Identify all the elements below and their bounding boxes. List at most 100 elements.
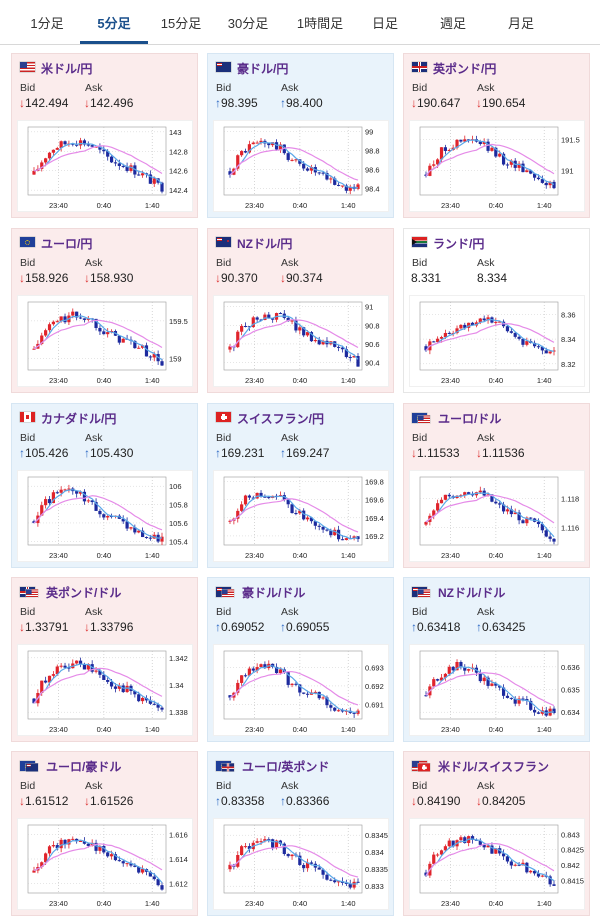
bid-value: ↓190.647 (411, 96, 461, 110)
currency-pair-header[interactable]: 英ポンド/円 (412, 60, 496, 76)
currency-pair-header[interactable]: 豪ドル/円 (216, 60, 288, 76)
rate-card[interactable]: NZドル/ドル Bid Ask ↑0.63418 ↑0.63425 0.636 0.635 0… (403, 577, 590, 742)
bid-label: Bid (412, 606, 428, 618)
pair-name[interactable]: ユーロ/英ポンド (242, 759, 330, 774)
currency-pair-header[interactable]: カナダドル/円 (20, 410, 116, 426)
moving-average-long-line (33, 843, 163, 872)
currency-pair-header[interactable]: ユーロ/英ポンド (216, 758, 329, 774)
rate-card[interactable]: 米ドル/スイスフラン Bid Ask ↓0.84190 ↓0.84205 0.843 0.8… (403, 751, 590, 916)
candle-body (482, 141, 486, 145)
candle-body (505, 695, 510, 698)
candle-body (243, 495, 248, 505)
candlestick-chart[interactable]: 159.5 159 23:40 0:40 1:40 (17, 295, 193, 387)
rate-card[interactable]: スイスフラン/円 Bid Ask ↑169.231 ↑169.247 169.8 169.6… (207, 403, 394, 568)
currency-pair-header[interactable]: 豪ドル/ドル (216, 584, 305, 600)
pair-name[interactable]: 英ポンド/ドル (46, 585, 122, 600)
rate-card[interactable]: NZドル/円 Bid Ask ↓90.370 ↓90.374 91 90.8 90.6 90.4… (207, 228, 394, 393)
moving-average-short-line (425, 492, 555, 538)
rate-card[interactable]: カナダドル/円 Bid Ask ↑105.426 ↑105.430 106 105.8 105… (11, 403, 198, 568)
rate-card[interactable]: ユーロ/英ポンド Bid Ask ↑0.83358 ↑0.83366 0.8345 0.83… (207, 751, 394, 916)
tab-15min[interactable]: 15分足 (160, 16, 202, 31)
rate-card[interactable]: 英ポンド/円 Bid Ask ↓190.647 ↓190.654 191.5 191 23:4… (403, 53, 590, 218)
tab-weekly[interactable]: 週足 (439, 16, 466, 31)
currency-pair-header[interactable]: 英ポンド/ドル (20, 584, 121, 600)
pair-name[interactable]: 米ドル/スイスフラン (438, 759, 549, 774)
currency-pair-header[interactable]: NZドル/円 (216, 235, 292, 251)
pair-name[interactable]: 豪ドル/ドル (242, 585, 306, 600)
candle-body (470, 836, 475, 840)
candlestick-chart[interactable]: 169.8 169.6 169.4 169.2 23:40 0:40 1:40 (213, 470, 389, 562)
candle-body (529, 700, 533, 710)
candle-body (71, 311, 75, 316)
candle-body (144, 537, 149, 539)
pair-name[interactable]: NZドル/円 (237, 236, 293, 251)
candlestick-chart[interactable]: 0.8345 0.834 0.8335 0.833 23:40 0:40 1:40 (213, 818, 389, 910)
rate-card[interactable]: ユーロ/豪ドル Bid Ask ↓1.61512 ↓1.61526 1.616 1.614 1… (11, 751, 198, 916)
bid-label: Bid (216, 82, 232, 94)
candle-body (294, 320, 298, 331)
candle-body (505, 509, 510, 512)
pair-name[interactable]: ユーロ/円 (41, 236, 93, 251)
currency-pair-header[interactable]: スイスフラン/円 (216, 410, 324, 426)
rate-card[interactable]: 豪ドル/円 Bid Ask ↑98.395 ↑98.400 99 98.8 98.6 98.4 2… (207, 53, 394, 218)
candlestick-chart[interactable]: 1.118 1.116 23:40 0:40 1:40 (409, 470, 585, 562)
rate-card[interactable]: 米ドル/円 Bid Ask ↓142.494 ↓142.496 143 142.8 142.6… (11, 53, 198, 218)
candle-body (337, 529, 341, 540)
candle-body (548, 181, 552, 186)
candlestick-chart[interactable]: 0.843 0.8425 0.842 0.8415 23:40 0:40 1:40 (409, 818, 585, 910)
currency-pair-header[interactable]: ユーロ/円 (20, 235, 92, 251)
pair-name[interactable]: NZドル/ドル (438, 585, 506, 600)
candlestick-chart[interactable]: 1.342 1.34 1.338 23:40 0:40 1:40 (17, 644, 193, 736)
pair-name[interactable]: ユーロ/ドル (438, 411, 502, 426)
currency-pair-header[interactable]: NZドル/ドル (412, 584, 505, 600)
currency-pair-header[interactable]: ランド/円 (412, 235, 484, 251)
candle-body (274, 666, 279, 674)
candle-body (552, 538, 556, 542)
pair-name[interactable]: 豪ドル/円 (237, 61, 289, 76)
pair-name[interactable]: スイスフラン/円 (237, 411, 324, 426)
candlestick-chart[interactable]: 1.616 1.614 1.612 23:40 0:40 1:40 (17, 818, 193, 910)
tab-30min[interactable]: 30分足 (227, 16, 269, 31)
tab-monthly[interactable]: 月足 (507, 16, 534, 31)
tab-1min[interactable]: 1分足 (30, 16, 64, 31)
candle-body (517, 163, 521, 168)
candlestick-chart[interactable]: 8.36 8.34 8.32 23:40 0:40 1:40 (409, 295, 585, 387)
candlestick-chart[interactable]: 91 90.8 90.6 90.4 23:40 0:40 1:40 (213, 295, 389, 387)
candlestick-chart[interactable]: 106 105.8 105.6 105.4 23:40 0:40 1:40 (17, 470, 193, 562)
candle-body (325, 874, 329, 880)
candlestick-chart[interactable]: 191.5 191 23:40 0:40 1:40 (409, 120, 585, 212)
x-tick-label: 23:40 (441, 376, 460, 385)
currency-pair-header[interactable]: ユーロ/豪ドル (20, 758, 121, 774)
candle-body (348, 186, 352, 191)
tab-1hour[interactable]: 1時間足 (296, 16, 344, 31)
candle-body (156, 879, 160, 886)
currency-pair-header[interactable]: 米ドル/スイスフラン (412, 758, 549, 774)
bid-label: Bid (20, 82, 36, 94)
pair-name[interactable]: ランド/円 (433, 236, 485, 251)
pair-name[interactable]: 英ポンド/円 (433, 61, 497, 76)
currency-pair-header[interactable]: ユーロ/ドル (412, 410, 501, 426)
rate-card[interactable]: ユーロ/円 Bid Ask ↓158.926 ↓158.930 159.5 159 23:40… (11, 228, 198, 393)
flag-icon (20, 234, 35, 252)
pair-name[interactable]: 米ドル/円 (41, 61, 93, 76)
candlestick-chart[interactable]: 0.693 0.692 0.691 23:40 0:40 1:40 (213, 644, 389, 736)
tab-daily[interactable]: 日足 (371, 16, 398, 31)
currency-pair-header[interactable]: 米ドル/円 (20, 60, 92, 76)
candle-body (255, 667, 259, 671)
candlestick-chart[interactable]: 0.636 0.635 0.634 23:40 0:40 1:40 (409, 644, 585, 736)
flag-icon (20, 59, 35, 77)
rate-card[interactable]: ランド/円 Bid Ask 8.331 8.334 8.36 8.34 8.32 23:40 0:… (403, 228, 590, 393)
pair-name[interactable]: カナダドル/円 (41, 411, 117, 426)
rate-card[interactable]: 豪ドル/ドル Bid Ask ↑0.69052 ↑0.69055 0.693 0.692 0.… (207, 577, 394, 742)
rate-card[interactable]: 英ポンド/ドル Bid Ask ↓1.33791 ↓1.33796 1.342 1.34 1.… (11, 577, 198, 742)
ask-label: Ask (85, 606, 103, 618)
rate-card[interactable]: ユーロ/ドル Bid Ask ↓1.11533 ↓1.11536 1.118 1.116 23… (403, 403, 590, 568)
arrow-down-icon: ↓ (84, 620, 90, 634)
candle-body (55, 321, 59, 323)
candlestick-chart[interactable]: 143 142.8 142.6 142.4 23:40 0:40 1:40 (17, 120, 193, 212)
candlestick-chart[interactable]: 99 98.8 98.6 98.4 23:40 0:40 1:40 (213, 120, 389, 212)
candle-body (443, 147, 447, 151)
tab-5min[interactable]: 5分足 (97, 16, 131, 31)
arrow-down-icon: ↓ (19, 620, 25, 634)
pair-name[interactable]: ユーロ/豪ドル (46, 759, 122, 774)
